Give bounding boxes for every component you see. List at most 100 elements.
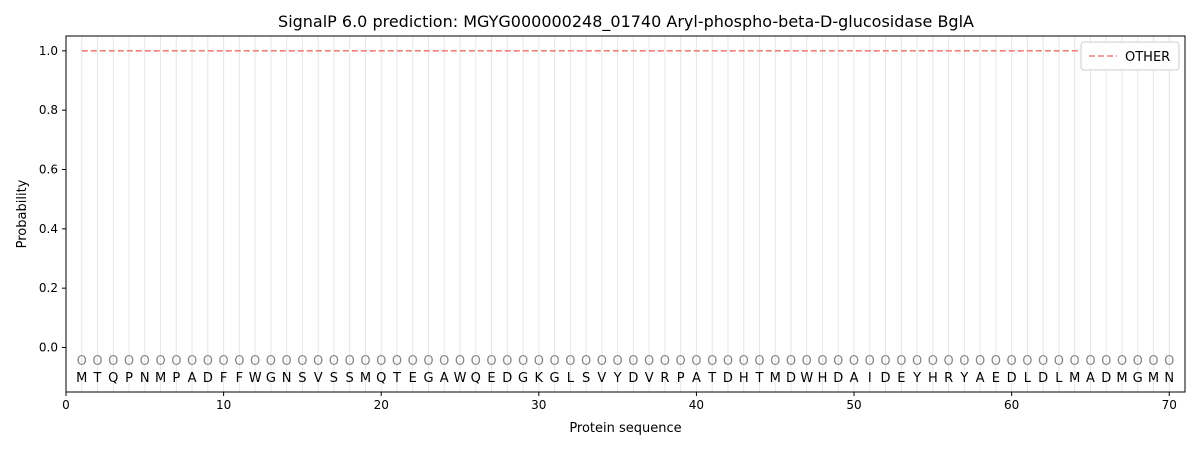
residue-label: T xyxy=(93,371,102,386)
region-label: O xyxy=(1007,354,1017,369)
residue-label: A xyxy=(440,371,449,386)
residue-label: V xyxy=(645,371,654,386)
legend-label: OTHER xyxy=(1125,50,1170,65)
region-label: O xyxy=(865,354,875,369)
residue-label: D xyxy=(786,371,796,386)
region-label: O xyxy=(549,354,559,369)
x-tick-label: 10 xyxy=(216,398,231,412)
region-label: O xyxy=(1164,354,1174,369)
residue-label: M xyxy=(76,371,87,386)
region-label: O xyxy=(1101,354,1111,369)
residue-label: T xyxy=(392,371,401,386)
residue-label: H xyxy=(818,371,828,386)
chart-title: SignalP 6.0 prediction: MGYG000000248_01… xyxy=(278,12,974,31)
residue-label: G xyxy=(266,371,276,386)
plot-frame xyxy=(65,35,1186,393)
region-label: O xyxy=(92,354,102,369)
residue-label: G xyxy=(1133,371,1143,386)
region-label: O xyxy=(140,354,150,369)
region-label: O xyxy=(644,354,654,369)
region-label: O xyxy=(171,354,181,369)
region-label: O xyxy=(628,354,638,369)
residue-label: D xyxy=(203,371,213,386)
region-label: O xyxy=(77,354,87,369)
residue-label: H xyxy=(739,371,749,386)
y-tick-label: 0.8 xyxy=(39,103,58,117)
residue-label: R xyxy=(944,371,953,386)
region-label: O xyxy=(691,354,701,369)
residue-label: M xyxy=(1116,371,1127,386)
residue-label: G xyxy=(518,371,528,386)
y-axis-label: Probability xyxy=(15,179,30,248)
residue-label: T xyxy=(707,371,716,386)
region-label: O xyxy=(1148,354,1158,369)
legend-box xyxy=(1080,41,1180,71)
region-label: O xyxy=(486,354,496,369)
x-tick-label: 50 xyxy=(846,398,861,412)
region-label: O xyxy=(833,354,843,369)
region-label: O xyxy=(943,354,953,369)
residue-label: A xyxy=(188,371,197,386)
region-label: O xyxy=(676,354,686,369)
residue-label: W xyxy=(454,371,467,386)
residue-label: M xyxy=(1148,371,1159,386)
region-label: O xyxy=(1133,354,1143,369)
region-label: O xyxy=(786,354,796,369)
region-label: O xyxy=(1038,354,1048,369)
region-label: O xyxy=(660,354,670,369)
y-tick-label: 0.0 xyxy=(39,341,58,355)
x-tick-label: 30 xyxy=(531,398,546,412)
residue-label: G xyxy=(550,371,560,386)
region-label: O xyxy=(1117,354,1127,369)
residue-label: N xyxy=(1164,371,1174,386)
region-label: O xyxy=(313,354,323,369)
residue-label: I xyxy=(868,371,872,386)
x-tick-label: 60 xyxy=(1004,398,1019,412)
residue-label: D xyxy=(833,371,843,386)
residue-label: D xyxy=(723,371,733,386)
region-label: O xyxy=(124,354,134,369)
region-label: O xyxy=(849,354,859,369)
region-label: O xyxy=(581,354,591,369)
region-label: O xyxy=(502,354,512,369)
region-label: O xyxy=(723,354,733,369)
residue-label: A xyxy=(1086,371,1095,386)
residue-label: D xyxy=(502,371,512,386)
residue-label: Q xyxy=(108,371,118,386)
region-label: O xyxy=(282,354,292,369)
residue-label: F xyxy=(220,371,227,386)
x-tick-label: 40 xyxy=(689,398,704,412)
region-label: O xyxy=(880,354,890,369)
residue-label: R xyxy=(660,371,669,386)
residue-label: T xyxy=(754,371,763,386)
residue-label: H xyxy=(928,371,938,386)
residue-label: K xyxy=(535,371,544,386)
y-tick-label: 0.2 xyxy=(39,281,58,295)
residue-label: G xyxy=(423,371,433,386)
residue-label: N xyxy=(282,371,292,386)
region-label: O xyxy=(329,354,339,369)
x-tick-label: 0 xyxy=(62,398,70,412)
region-label: O xyxy=(108,354,118,369)
region-label: O xyxy=(297,354,307,369)
region-label: O xyxy=(754,354,764,369)
residue-label: M xyxy=(1069,371,1080,386)
residue-label: M xyxy=(360,371,371,386)
region-label: O xyxy=(392,354,402,369)
residue-label: A xyxy=(976,371,985,386)
region-label: O xyxy=(991,354,1001,369)
residue-label: Y xyxy=(959,371,968,386)
region-label: O xyxy=(597,354,607,369)
residue-label: P xyxy=(677,371,685,386)
region-label: O xyxy=(1085,354,1095,369)
residue-label: P xyxy=(125,371,133,386)
residue-label: S xyxy=(330,371,338,386)
residue-label: E xyxy=(409,371,417,386)
residue-label: S xyxy=(582,371,590,386)
region-label: O xyxy=(770,354,780,369)
region-label: O xyxy=(266,354,276,369)
region-label: O xyxy=(707,354,717,369)
region-label: O xyxy=(613,354,623,369)
region-label: O xyxy=(187,354,197,369)
region-label: O xyxy=(518,354,528,369)
